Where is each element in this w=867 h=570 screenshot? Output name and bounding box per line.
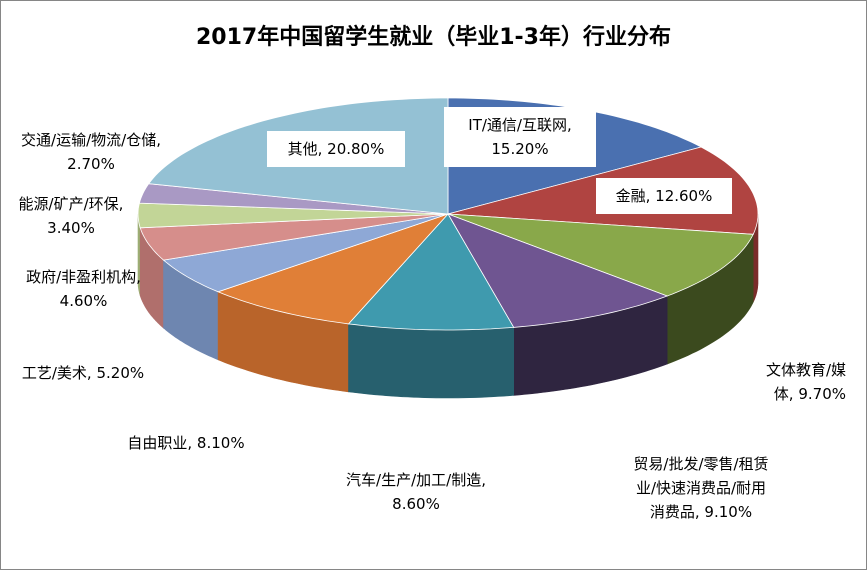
data-label-8: 能源/矿产/环保, 3.40% xyxy=(18,195,124,237)
pie-slice-4 xyxy=(347,213,515,331)
data-label-10: 其他, 20.80% xyxy=(267,131,405,167)
data-label-1: 金融, 12.60% xyxy=(596,178,732,214)
pie-side-4 xyxy=(348,323,515,399)
pie-slice-8 xyxy=(137,202,449,229)
pie-slice-7 xyxy=(139,213,449,261)
data-label-9: 交通/运输/物流/仓储, 2.70% xyxy=(21,131,161,173)
data-label-0: IT/通信/互联网, 15.20% xyxy=(444,107,596,167)
pie-slice-5 xyxy=(216,213,450,325)
data-label-5: 自由职业, 8.10% xyxy=(127,434,245,452)
data-label-2: 文体教育/媒 体, 9.70% xyxy=(765,361,846,403)
pie-slice-2 xyxy=(447,213,754,297)
pie-slice-3 xyxy=(447,213,669,328)
data-label-4: 汽车/生产/加工/制造, 8.60% xyxy=(346,471,486,513)
data-label-3: 贸易/批发/零售/租赁 业/快速消费品/耐用 消费品, 9.10% xyxy=(633,455,769,521)
data-label-7: 政府/非盈利机构, 4.60% xyxy=(26,268,141,310)
data-label-6: 工艺/美术, 5.20% xyxy=(21,364,145,382)
pie-slice-6 xyxy=(162,213,449,293)
chart-title: 2017年中国留学生就业（毕业1-3年）行业分布 xyxy=(196,25,671,50)
